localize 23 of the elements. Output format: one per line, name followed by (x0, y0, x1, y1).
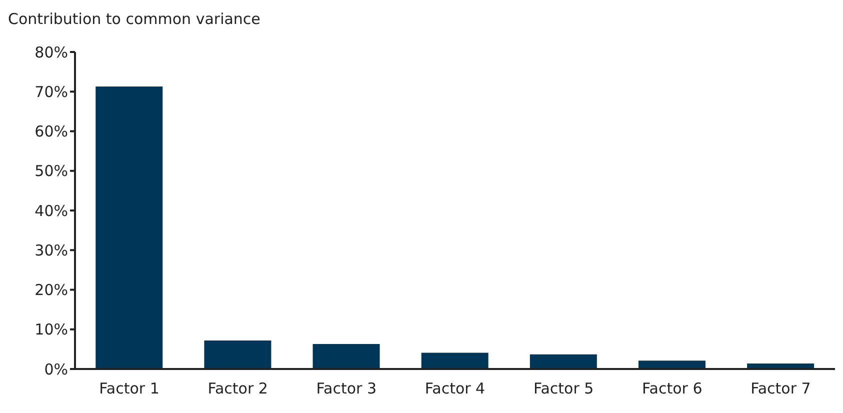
y-tick-label: 10% (34, 320, 68, 339)
y-tick-label: 60% (34, 122, 68, 141)
x-tick-label: Factor 3 (316, 380, 377, 398)
y-tick-label: 30% (34, 241, 68, 260)
x-tick-label: Factor 1 (99, 380, 160, 398)
x-tick-label: Factor 5 (533, 380, 594, 398)
y-tick-label: 20% (34, 281, 68, 300)
y-tick-label: 70% (34, 82, 68, 101)
bar (312, 344, 380, 369)
bar (638, 360, 706, 369)
x-tick-label: Factor 7 (750, 380, 811, 398)
y-tick-label: 80% (34, 43, 68, 62)
chart-title: Contribution to common variance (8, 10, 260, 28)
bar (421, 352, 488, 369)
bar (530, 354, 597, 369)
bar (96, 86, 163, 369)
y-tick-label: 40% (34, 202, 68, 220)
x-tick-label: Factor 2 (208, 380, 268, 398)
bar (204, 340, 272, 369)
y-tick-label: 0% (44, 360, 68, 378)
x-tick-label: Factor 6 (642, 380, 702, 398)
x-tick-label: Factor 4 (424, 380, 486, 398)
y-tick-label: 50% (34, 162, 68, 180)
